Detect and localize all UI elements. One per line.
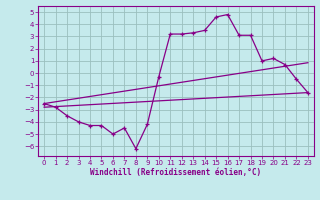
X-axis label: Windchill (Refroidissement éolien,°C): Windchill (Refroidissement éolien,°C) <box>91 168 261 177</box>
